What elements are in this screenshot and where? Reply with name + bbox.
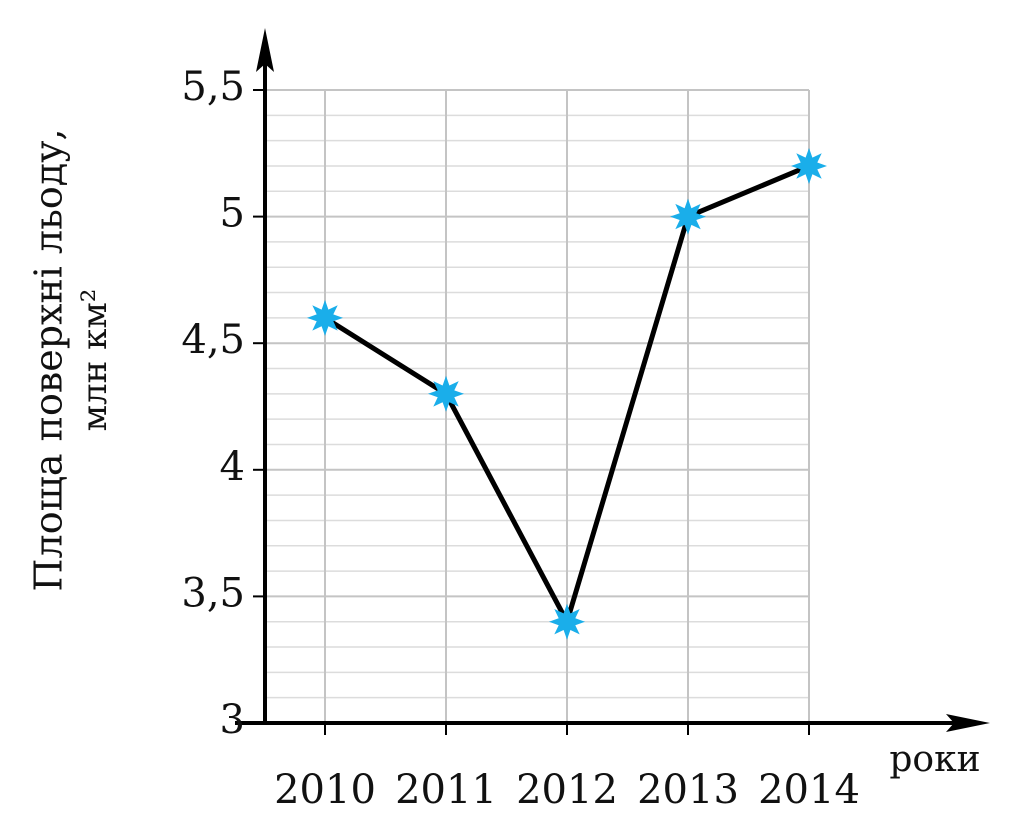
y-axis-arrow [256, 28, 274, 72]
marker [549, 603, 585, 640]
y-axis-label: Площа поверхні льоду, [27, 128, 71, 591]
x-tick-label: 2011 [395, 767, 497, 813]
x-tick-label: 2014 [758, 767, 860, 813]
x-tick-label: 2010 [274, 767, 376, 813]
marker [428, 375, 464, 412]
x-axis-label: роки [889, 739, 980, 780]
y-tick-label: 5 [220, 191, 245, 237]
y-tick-label: 4 [220, 444, 245, 490]
marker [670, 198, 706, 235]
marker [791, 148, 827, 184]
y-tick-label: 4,5 [181, 317, 245, 363]
marker [307, 299, 343, 336]
y-tick-label: 3 [220, 697, 245, 743]
axes [235, 28, 990, 732]
y-tick-label: 5,5 [181, 64, 245, 110]
grid [265, 89, 810, 724]
x-axis-arrow [946, 714, 990, 732]
x-tick-label: 2013 [637, 767, 739, 813]
y-axis-label: млн км² [75, 289, 115, 432]
x-tick-label: 2012 [516, 767, 618, 813]
y-tick-label: 3,5 [181, 570, 245, 616]
